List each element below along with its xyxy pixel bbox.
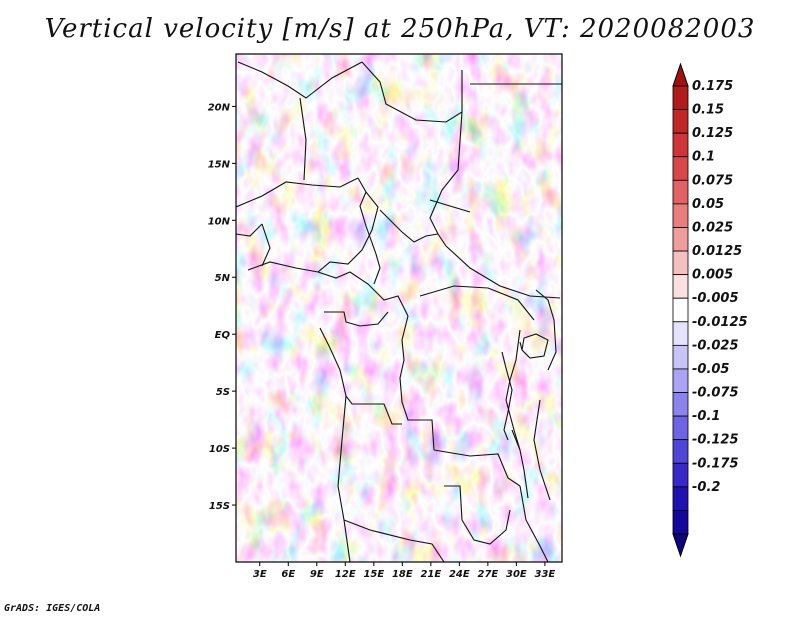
lon-label: 18E (392, 569, 413, 580)
map-frame (235, 53, 563, 563)
colorbar-swatch (672, 274, 689, 299)
colorbar-label: 0.075 (692, 173, 733, 188)
colorbar-label: 0.0125 (692, 244, 742, 259)
lakes (501, 333, 549, 499)
latitude-axis: 20N 15N 10N 5N EQ 5S 10S 15S (208, 102, 236, 512)
colorbar-swatch (672, 132, 689, 158)
colorbar-swatch (672, 321, 689, 346)
lat-label: 5N (215, 273, 231, 284)
longitude-axis: 3E 6E 9E 12E 15E 18E 21E 24E 27E 30E 33E (253, 562, 556, 580)
colorbar-label: -0.0125 (692, 315, 748, 330)
lat-label: 20N (208, 102, 231, 113)
lon-label: 15E (363, 569, 384, 580)
lon-label: 6E (281, 569, 295, 580)
colorbar-swatch (672, 510, 689, 535)
lon-label: 3E (253, 569, 267, 580)
lon-label: 12E (335, 569, 356, 580)
velocity-field (236, 54, 562, 562)
colorbar: 0.175 0.15 0.125 0.1 0.075 0.05 0.025 0.0125 0.0… (672, 62, 748, 558)
colorbar-swatch (672, 156, 689, 181)
lat-label: 10N (208, 216, 231, 227)
colorbar-label: -0.075 (692, 386, 739, 401)
colorbar-swatch (672, 227, 689, 252)
lat-label: 5S (216, 387, 230, 398)
colorbar-swatch (672, 439, 689, 464)
colorbar-label: -0.125 (692, 433, 739, 448)
colorbar-swatch (672, 297, 689, 323)
lat-label: EQ (215, 330, 231, 341)
colorbar-label: 0.125 (692, 126, 733, 141)
lon-label: 21E (420, 569, 441, 580)
lon-label: 30E (506, 569, 527, 580)
colorbar-swatch (672, 415, 689, 441)
colorbar-swatch (672, 250, 689, 276)
colorbar-swatch (672, 344, 689, 370)
lat-label: 15N (208, 159, 231, 170)
lat-label: 15S (209, 501, 230, 512)
colorbar-label: 0.005 (692, 268, 733, 283)
colorbar-swatch (672, 85, 689, 110)
colorbar-top-arrow (672, 62, 689, 87)
country-borders (236, 61, 562, 562)
colorbar-swatch (672, 203, 689, 228)
colorbar-swatch (672, 392, 689, 417)
colorbar-swatch (672, 462, 689, 488)
colorbar-label: -0.005 (692, 291, 739, 306)
colorbar-swatch (672, 486, 689, 511)
lon-label: 33E (535, 569, 556, 580)
colorbar-label: -0.025 (692, 338, 739, 353)
colorbar-swatch (672, 368, 689, 393)
colorbar-label: -0.2 (692, 480, 720, 495)
colorbar-label: 0.05 (692, 197, 724, 212)
colorbar-label: -0.175 (692, 456, 739, 471)
lon-label: 9E (310, 569, 324, 580)
grads-credit: GrADS: IGES/COLA (4, 603, 101, 614)
colorbar-label: 0.025 (692, 221, 733, 236)
colorbar-label: 0.175 (692, 79, 733, 94)
lon-label: 27E (477, 569, 498, 580)
lon-label: 24E (449, 569, 470, 580)
colorbar-label: 0.15 (692, 103, 724, 118)
colorbar-bottom-arrow (672, 533, 689, 558)
lat-label: 10S (209, 444, 230, 455)
colorbar-swatch (672, 109, 689, 134)
colorbar-swatch (672, 179, 689, 205)
colorbar-label: -0.05 (692, 362, 729, 377)
chart-title: Vertical velocity [m/s] at 250hPa, VT: 2… (44, 14, 756, 44)
colorbar-label: -0.1 (692, 409, 720, 424)
colorbar-label: 0.1 (692, 150, 715, 165)
